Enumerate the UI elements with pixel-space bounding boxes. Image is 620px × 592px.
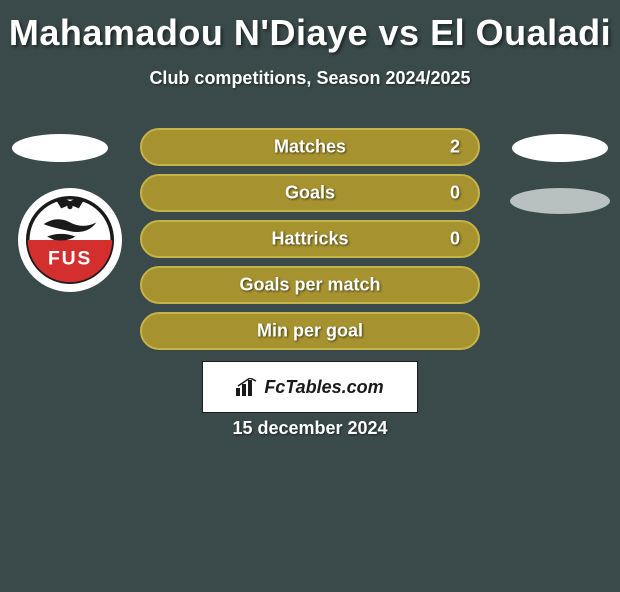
- stat-bar-label: Goals: [142, 183, 478, 204]
- fus-badge-icon: FUS: [26, 196, 114, 284]
- stat-bar-value: 2: [450, 137, 460, 158]
- fctables-logo-text: FcTables.com: [264, 377, 383, 398]
- stat-bar: Hattricks0: [140, 220, 480, 258]
- fctables-logo-box: FcTables.com: [202, 361, 418, 413]
- stat-bar: Matches2: [140, 128, 480, 166]
- comparison-bars: Matches2Goals0Hattricks0Goals per matchM…: [140, 128, 480, 358]
- stat-bar: Min per goal: [140, 312, 480, 350]
- player1-avatar-placeholder: [12, 134, 108, 162]
- stat-bar-label: Matches: [142, 137, 478, 158]
- fctables-logo-icon: [236, 378, 258, 396]
- stat-bar: Goals per match: [140, 266, 480, 304]
- page-title: Mahamadou N'Diaye vs El Oualadi: [0, 12, 620, 54]
- stat-bar-value: 0: [450, 229, 460, 250]
- club-badge-right-placeholder: [510, 188, 610, 214]
- date-stamp: 15 december 2024: [0, 418, 620, 439]
- page-subtitle: Club competitions, Season 2024/2025: [0, 68, 620, 89]
- player2-avatar-placeholder: [512, 134, 608, 162]
- club-badge-left: FUS: [18, 188, 122, 292]
- stat-bar-label: Goals per match: [142, 275, 478, 296]
- stat-bar-label: Hattricks: [142, 229, 478, 250]
- stat-bar-value: 0: [450, 183, 460, 204]
- svg-text:FUS: FUS: [48, 248, 92, 270]
- stat-bar: Goals0: [140, 174, 480, 212]
- stat-bar-label: Min per goal: [142, 321, 478, 342]
